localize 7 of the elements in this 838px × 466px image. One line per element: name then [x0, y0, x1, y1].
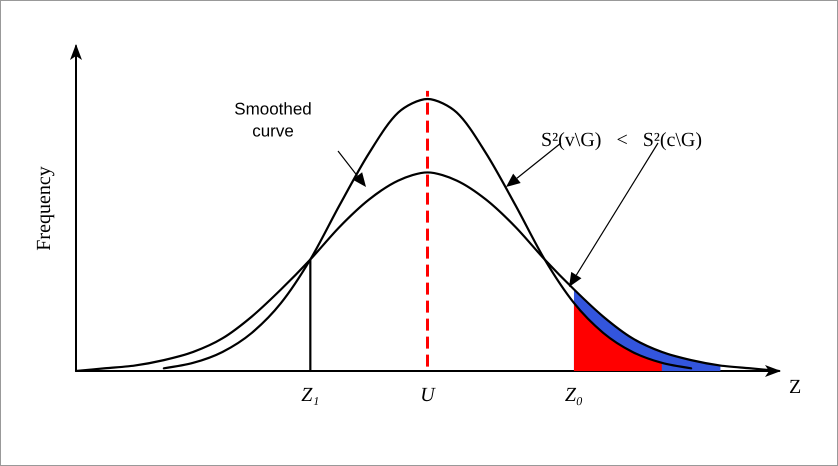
- x-tick-label: Z₁: [301, 384, 320, 406]
- y-axis-title: Frequency: [33, 166, 55, 251]
- annotation: Smoothed curve: [234, 100, 312, 140]
- x-tick-label: Z₀: [564, 384, 584, 406]
- x-tick-label: U: [420, 384, 436, 406]
- x-axis-title: Z: [789, 376, 802, 398]
- annotation: S²(v\G) < S²(c\G): [541, 129, 702, 151]
